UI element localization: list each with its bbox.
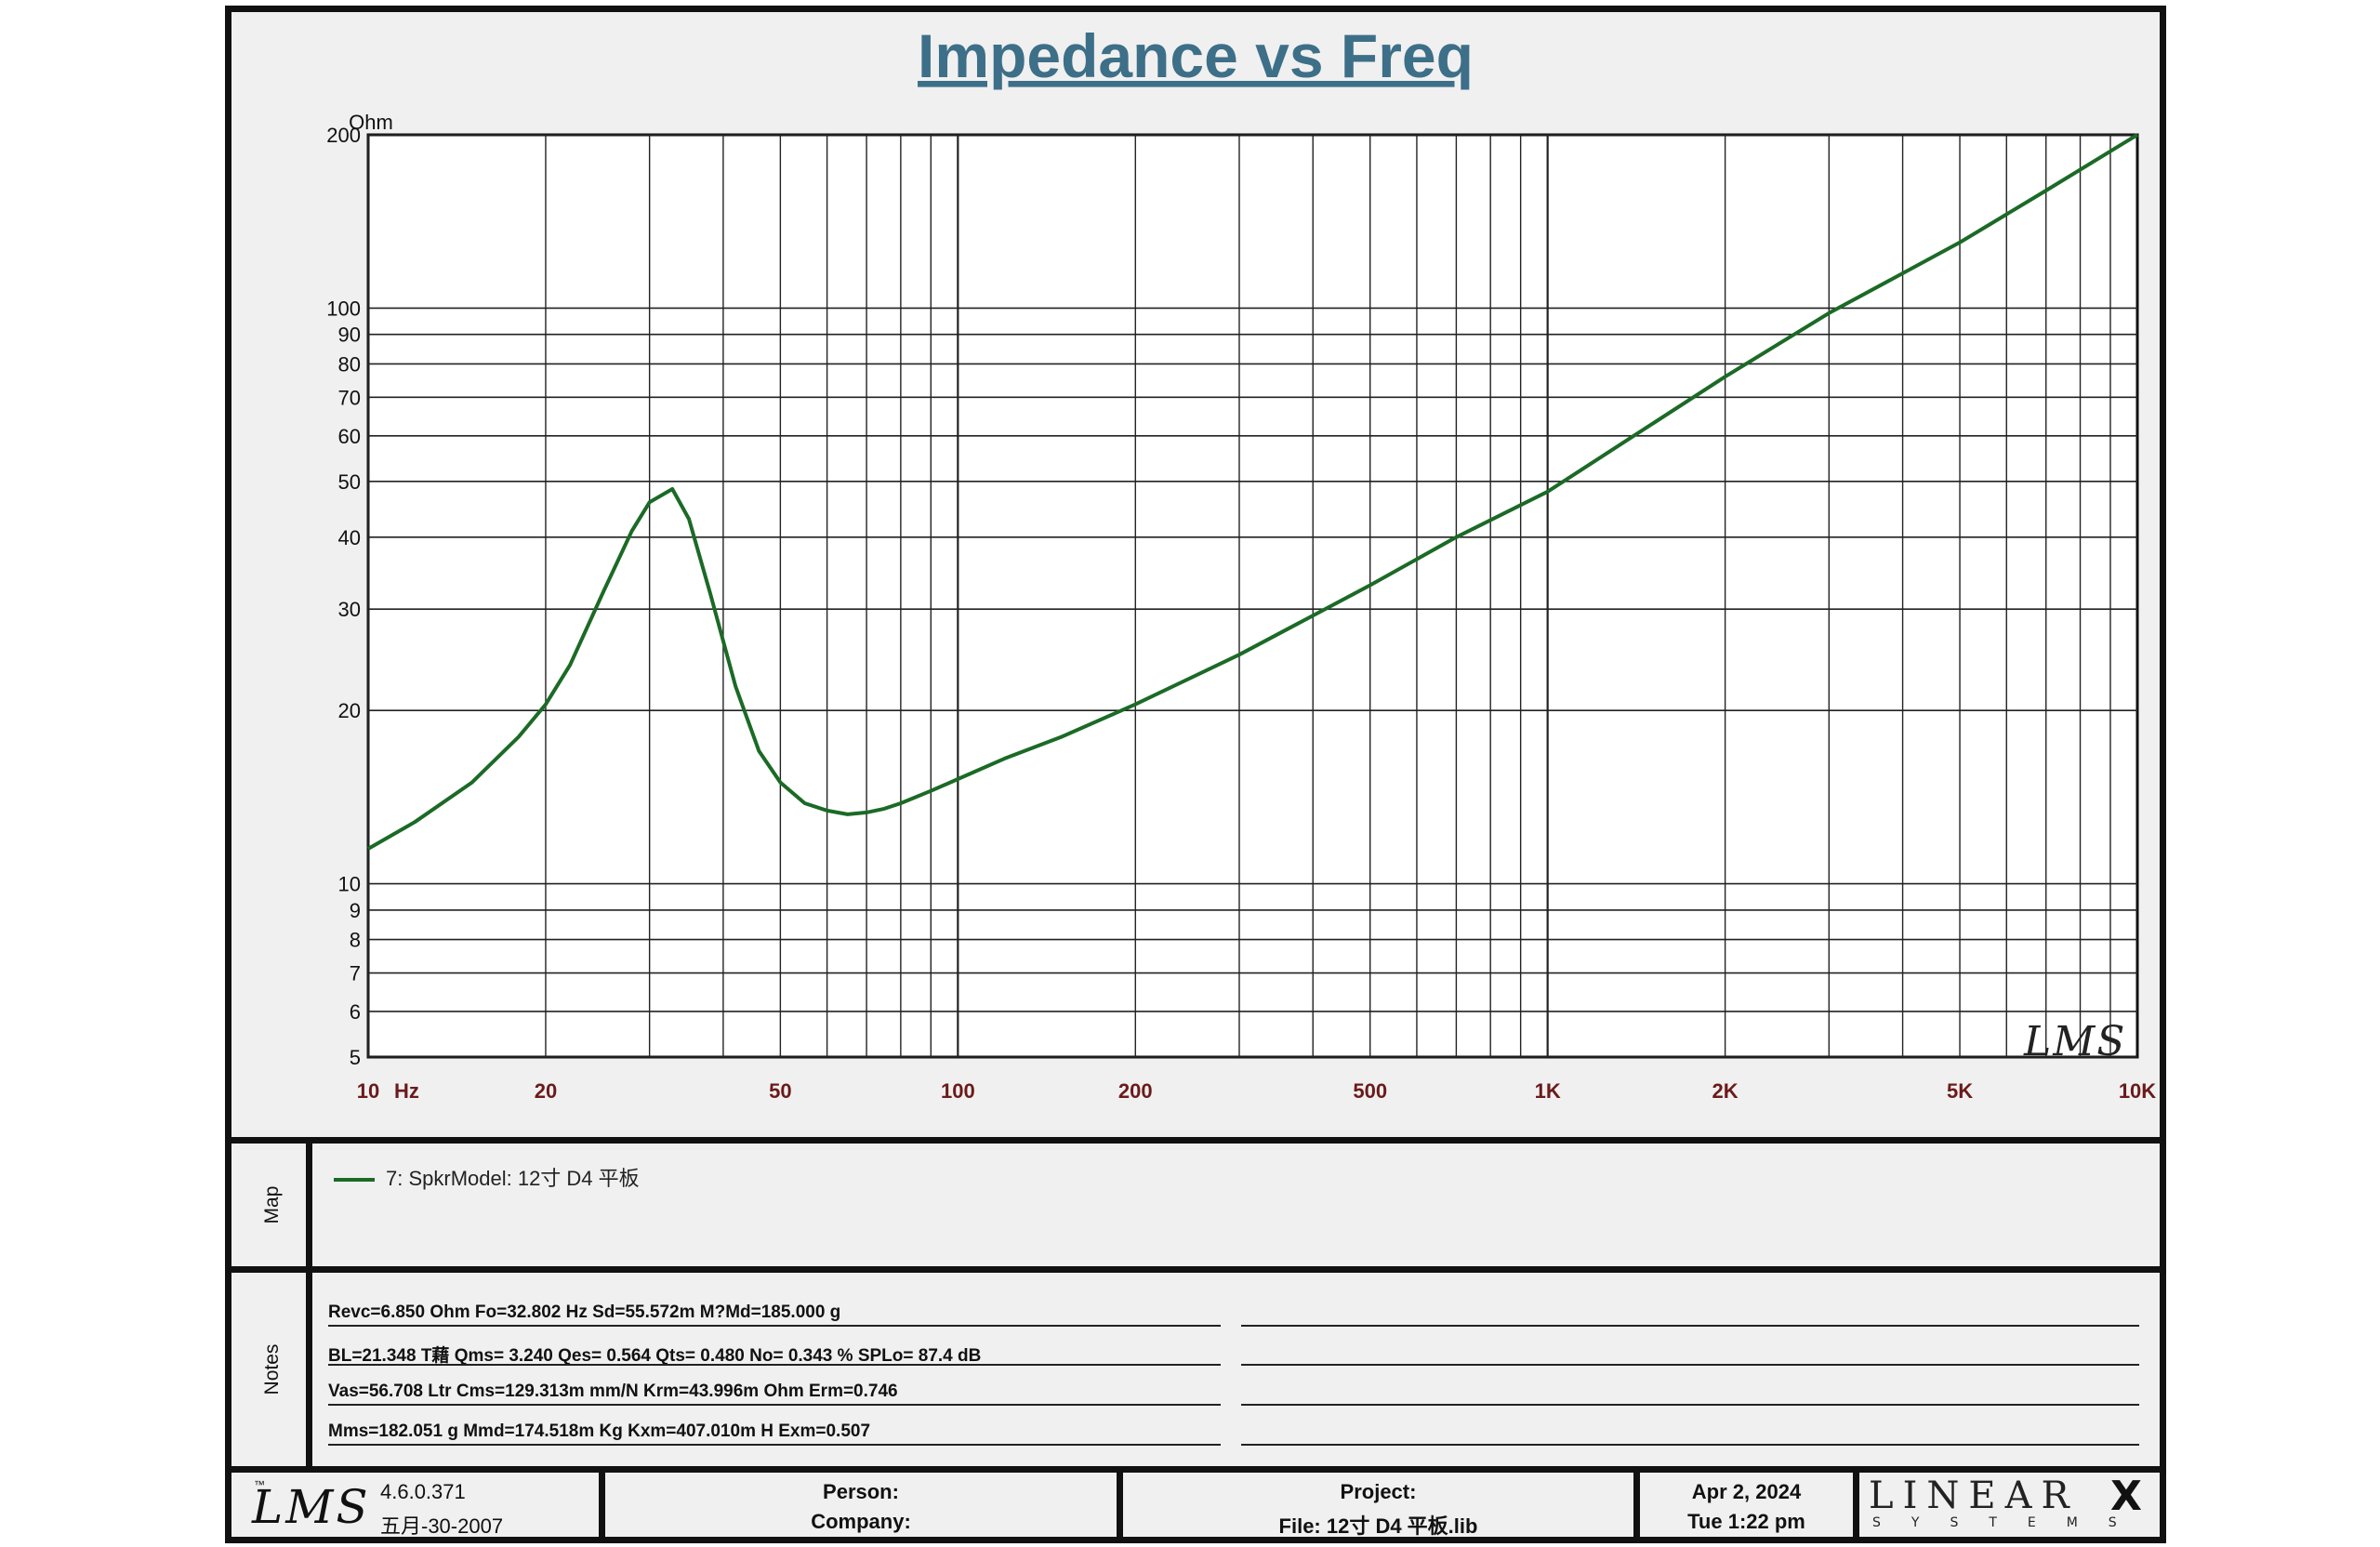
legend-swatch xyxy=(334,1178,375,1183)
y-tick-label: 80 xyxy=(338,352,361,376)
person-label: Person: xyxy=(823,1480,899,1503)
project-label: Project: xyxy=(1340,1480,1417,1503)
notes-section: Notes Revc=6.850 Ohm Fo=32.802 Hz Sd=55.… xyxy=(231,1273,2160,1466)
impedance-chart: 5 6 7 8 9 10 20 30 40 50 60 70 80 90 100 200 10 20 50 100 20… xyxy=(326,21,2156,1103)
footer-version-cell: ™ LMS 4.6.0.371 五月-30-2007 xyxy=(231,1473,599,1538)
y-tick-label: 9 xyxy=(350,899,361,922)
x-tick-label: 100 xyxy=(941,1079,975,1103)
chart-title: Impedance vs Freq xyxy=(918,21,1474,90)
x-tick-label: 500 xyxy=(1353,1079,1387,1103)
brand-logo-main: LINEAR xyxy=(1869,1474,2079,1517)
footer-person-cell: Person: Company: xyxy=(605,1473,1117,1537)
x-axis-unit-label: Hz xyxy=(394,1079,419,1103)
note-line-3: Vas=56.708 Ltr Cms=129.313m mm/N Krm=43.… xyxy=(328,1382,898,1401)
chart-section: 5 6 7 8 9 10 20 30 40 50 60 70 80 90 100 200 10 20 50 100 20… xyxy=(231,12,2160,1137)
divider-chart-map xyxy=(231,1137,2160,1144)
note-rule xyxy=(328,1444,1221,1446)
footer-divider xyxy=(1633,1473,1640,1537)
y-tick-label: 50 xyxy=(338,470,361,494)
x-tick-label: 5K xyxy=(1947,1079,1973,1103)
map-section-label: Map xyxy=(261,1185,283,1224)
y-tick-label: 6 xyxy=(350,1000,361,1024)
y-tick-label: 90 xyxy=(338,324,361,347)
y-tick-label: 100 xyxy=(326,297,361,320)
report-time: Tue 1:22 pm xyxy=(1687,1510,1805,1533)
note-line-2: BL=21.348 T藉 Qms= 3.240 Qes= 0.564 Qts= … xyxy=(328,1346,982,1366)
footer-divider xyxy=(1117,1473,1123,1537)
notes-label-divider xyxy=(306,1273,312,1466)
y-tick-label: 20 xyxy=(338,699,361,722)
y-axis-unit-label: Ohm xyxy=(349,111,393,134)
y-tick-label: 5 xyxy=(350,1046,361,1069)
y-tick-label: 60 xyxy=(338,425,361,448)
lms-logo-tm: ™ xyxy=(254,1478,265,1491)
x-tick-label: 50 xyxy=(769,1079,791,1103)
map-label-divider xyxy=(306,1144,312,1266)
y-tick-label: 10 xyxy=(338,873,361,896)
x-tick-label: 10K xyxy=(2119,1079,2156,1103)
note-rule xyxy=(1241,1364,2139,1366)
footer-divider xyxy=(599,1473,605,1537)
y-tick-label: 7 xyxy=(350,962,361,985)
footer-divider xyxy=(1853,1473,1859,1537)
brand-logo-sub: SYSTEMS xyxy=(1872,1515,2148,1530)
note-rule xyxy=(1241,1404,2139,1406)
note-rule xyxy=(1241,1325,2139,1327)
y-tick-label: 40 xyxy=(338,526,361,549)
report-frame: 5 6 7 8 9 10 20 30 40 50 60 70 80 90 100 200 10 20 50 100 20… xyxy=(225,6,2166,1543)
company-label: Company: xyxy=(811,1510,911,1533)
plot-area xyxy=(366,133,2139,1059)
impedance-series-line xyxy=(367,133,2139,851)
note-line-1: Revc=6.850 Ohm Fo=32.802 Hz Sd=55.572m M… xyxy=(328,1302,841,1322)
legend-text: 7: SpkrModel: 12寸 D4 平板 xyxy=(386,1167,640,1190)
note-rule xyxy=(328,1364,1221,1366)
lms-watermark: LMS xyxy=(2023,1018,2126,1065)
y-tick-label: 8 xyxy=(350,929,361,952)
y-tick-label: 30 xyxy=(338,598,361,621)
x-tick-label: 10 xyxy=(357,1079,379,1103)
report-date: Apr 2, 2024 xyxy=(1691,1480,1802,1503)
footer-brand-cell: LINEAR X SYSTEMS xyxy=(1859,1473,2160,1537)
lms-logo: LMS xyxy=(252,1480,371,1534)
notes-section-label: Notes xyxy=(261,1343,283,1395)
x-tick-label: 200 xyxy=(1118,1079,1153,1103)
note-rule xyxy=(1241,1444,2139,1446)
version-number: 4.6.0.371 xyxy=(380,1480,466,1503)
footer-date-cell: Apr 2, 2024 Tue 1:22 pm xyxy=(1640,1473,1853,1537)
x-tick-label: 20 xyxy=(535,1079,557,1103)
legend-entry: 7: SpkrModel: 12寸 D4 平板 xyxy=(334,1162,640,1192)
x-tick-label: 1K xyxy=(1535,1079,1561,1103)
divider-notes-footer xyxy=(231,1466,2160,1473)
note-rule xyxy=(328,1325,1221,1327)
footer-project-cell: Project: File: 12寸 D4 平板.lib xyxy=(1123,1473,1633,1538)
divider-map-notes xyxy=(231,1266,2160,1273)
note-rule xyxy=(328,1404,1221,1406)
footer: ™ LMS 4.6.0.371 五月-30-2007 Person: Compa… xyxy=(231,1473,2160,1538)
version-date: 五月-30-2007 xyxy=(380,1514,504,1538)
map-section: Map 7: SpkrModel: 12寸 D4 平板 xyxy=(231,1144,2160,1266)
x-tick-label: 2K xyxy=(1712,1079,1739,1103)
y-tick-label: 200 xyxy=(326,124,361,147)
brand-logo-x: X xyxy=(2110,1473,2142,1520)
y-tick-label: 70 xyxy=(338,386,361,409)
file-label: File: 12寸 D4 平板.lib xyxy=(1278,1514,1478,1538)
note-line-4: Mms=182.051 g Mmd=174.518m Kg Kxm=407.01… xyxy=(328,1421,871,1441)
